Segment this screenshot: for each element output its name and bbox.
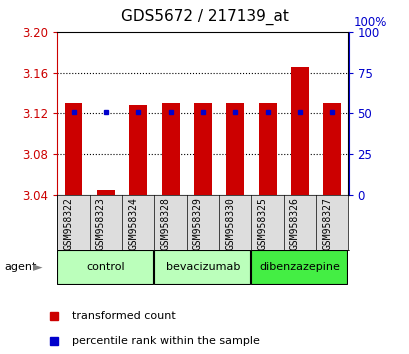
Text: GSM958326: GSM958326 xyxy=(289,198,299,250)
Text: 100%: 100% xyxy=(353,16,387,29)
Text: GSM958330: GSM958330 xyxy=(225,198,235,250)
Bar xyxy=(154,250,249,284)
Text: ►: ► xyxy=(33,261,42,274)
Text: GSM958322: GSM958322 xyxy=(63,198,73,250)
Bar xyxy=(65,103,82,195)
Text: control: control xyxy=(86,262,125,272)
Text: dibenzazepine: dibenzazepine xyxy=(259,262,339,272)
Text: agent: agent xyxy=(4,262,36,272)
Text: GSM958324: GSM958324 xyxy=(128,198,138,250)
Bar xyxy=(129,105,147,195)
Text: transformed count: transformed count xyxy=(72,311,176,321)
Bar xyxy=(193,103,211,195)
Bar xyxy=(290,68,308,195)
Bar xyxy=(258,103,276,195)
Bar xyxy=(226,103,244,195)
Text: percentile rank within the sample: percentile rank within the sample xyxy=(72,336,260,346)
Text: GSM958327: GSM958327 xyxy=(321,198,332,250)
Text: GSM958325: GSM958325 xyxy=(257,198,267,250)
Bar xyxy=(251,250,346,284)
Text: GSM958323: GSM958323 xyxy=(96,198,106,250)
Bar xyxy=(57,250,153,284)
Bar xyxy=(97,190,115,195)
Text: GDS5672 / 217139_at: GDS5672 / 217139_at xyxy=(121,9,288,25)
Text: GSM958329: GSM958329 xyxy=(193,198,202,250)
Text: bevacizumab: bevacizumab xyxy=(165,262,240,272)
Bar xyxy=(161,103,179,195)
Text: GSM958328: GSM958328 xyxy=(160,198,170,250)
Bar xyxy=(323,103,340,195)
